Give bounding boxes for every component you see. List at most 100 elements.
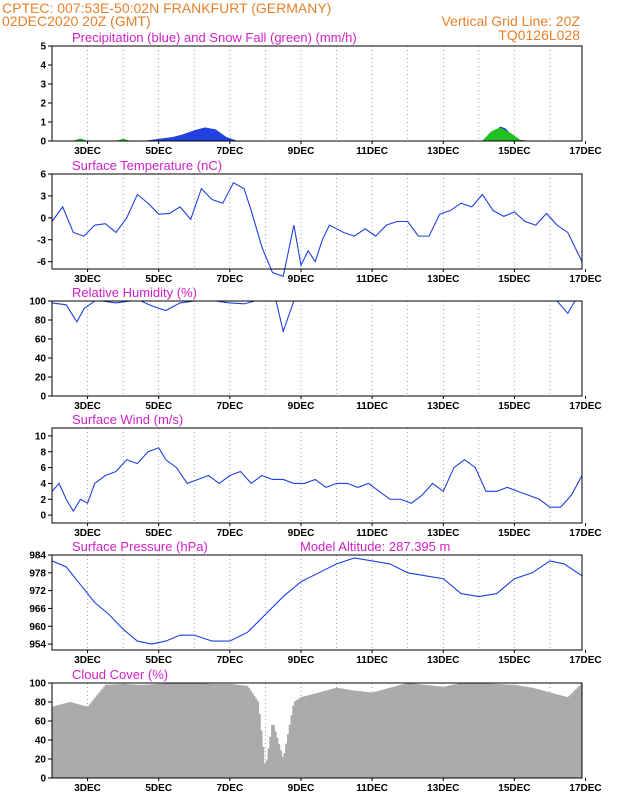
temp-ytick-label: -3 <box>37 235 46 246</box>
cloud-bar <box>207 683 210 778</box>
cloud-bar <box>511 684 514 778</box>
cloud-bar <box>253 695 256 778</box>
precip-xtick-label: 13DEC <box>427 146 459 157</box>
cloud-bar <box>184 683 187 778</box>
precip-ytick-label: 2 <box>40 99 46 110</box>
rh-xtick-label: 17DEC <box>569 401 601 412</box>
cloud-bar <box>332 688 335 778</box>
precip-xtick-label: 5DEC <box>145 146 172 157</box>
cloud-bar <box>138 684 141 778</box>
wind-xtick-label: 9DEC <box>288 528 315 539</box>
cloud-bar <box>426 685 429 778</box>
precip-xtick-label: 9DEC <box>288 146 315 157</box>
rh-ytick-label: 40 <box>35 354 47 365</box>
cloud-bar <box>85 706 88 778</box>
cloud-bar <box>218 683 221 778</box>
cloud-bar <box>536 689 539 778</box>
pressure-title: Surface Pressure (hPa) <box>72 539 208 554</box>
cloud-bar <box>294 701 297 778</box>
cloud-bar <box>497 684 500 778</box>
cloud-bar <box>97 692 100 778</box>
cloud-bar <box>239 685 242 778</box>
cloud-bar <box>71 702 74 778</box>
cloud-bar <box>136 684 139 778</box>
cloud-bar <box>59 704 62 778</box>
cloud-bar <box>472 683 475 778</box>
wind-xtick-label: 3DEC <box>74 528 101 539</box>
cloud-bar <box>368 692 371 778</box>
cloud-bar <box>53 706 56 778</box>
cloud-bar <box>237 684 240 778</box>
pressure-ytick-label: 978 <box>29 568 46 579</box>
cloud-bar <box>359 691 362 778</box>
cloud-bar <box>150 684 153 778</box>
cloud-bar <box>260 730 263 778</box>
temp-xtick-label: 11DEC <box>356 274 388 285</box>
cloud-bar <box>445 686 449 778</box>
pressure-line <box>51 557 583 645</box>
cloud-bar <box>513 684 516 778</box>
wind-ytick-label: 6 <box>40 463 46 474</box>
cloud-bar <box>481 683 484 778</box>
cloud-ytick-label: 0 <box>40 774 46 785</box>
cloud-bar <box>170 683 173 778</box>
cloud-bar <box>392 686 396 778</box>
cloud-bar <box>569 694 572 778</box>
wind-xtick-label: 11DEC <box>356 528 388 539</box>
cloud-bar <box>578 685 581 778</box>
cloud-xtick-label: 5DEC <box>145 783 172 794</box>
temp-frame <box>51 173 583 270</box>
cloud-bar <box>401 684 404 778</box>
cloud-bar <box>163 683 166 778</box>
cloud-bar <box>341 688 344 778</box>
cloud-bar <box>403 683 406 778</box>
rh-title: Relative Humidity (%) <box>72 285 197 300</box>
cloud-bar <box>173 683 176 778</box>
cloud-bar <box>318 692 321 778</box>
cloud-bar <box>343 689 346 778</box>
cloud-bar <box>226 683 229 778</box>
cloud-bar <box>405 683 408 778</box>
cloud-bar <box>120 684 123 778</box>
cloud-bar <box>135 684 138 778</box>
cloud-bar <box>286 734 290 778</box>
rh-xtick-label: 15DEC <box>498 401 530 412</box>
cloud-bar <box>80 705 83 778</box>
cloud-bar <box>525 686 528 778</box>
cloud-bar <box>483 683 486 778</box>
cloud-bar <box>283 753 286 778</box>
precip-series-1 <box>73 127 523 142</box>
cloud-bar <box>327 689 330 778</box>
cloud-ytick-label: 20 <box>35 755 47 766</box>
cloud-bar <box>66 702 69 778</box>
pressure-xtick-label: 13DEC <box>427 655 459 666</box>
cloud-bar <box>484 683 487 778</box>
cloud-bar <box>198 683 201 778</box>
cloud-bar <box>214 683 217 778</box>
cloud-bar <box>385 688 388 778</box>
rh-ytick-label: 80 <box>35 316 47 327</box>
cloud-bar <box>233 684 237 778</box>
cloud-bar <box>211 683 214 778</box>
cloud-bar <box>103 686 106 778</box>
precip-xtick-label: 11DEC <box>356 146 388 157</box>
cloud-bar <box>477 683 480 778</box>
cloud-bar <box>461 683 464 778</box>
header-date: 02DEC2020 20Z (GMT) <box>2 13 151 29</box>
cloud-bar <box>225 683 228 778</box>
cloud-bar <box>295 700 298 778</box>
cloud-bar <box>290 715 293 778</box>
cloud-bar <box>537 689 540 778</box>
cloud-bar <box>532 688 535 778</box>
rh-xtick-label: 7DEC <box>217 401 244 412</box>
rh-ytick-label: 0 <box>40 392 46 403</box>
cloud-bar <box>398 685 401 778</box>
cloud-bar <box>460 683 463 778</box>
cloud-bar <box>334 688 337 778</box>
cloud-bar <box>440 686 443 778</box>
cloud-bar <box>529 687 532 778</box>
cloud-bar <box>555 694 558 778</box>
cloud-bar <box>447 685 450 778</box>
cloud-xtick-label: 15DEC <box>498 783 530 794</box>
cloud-bar <box>78 704 81 778</box>
